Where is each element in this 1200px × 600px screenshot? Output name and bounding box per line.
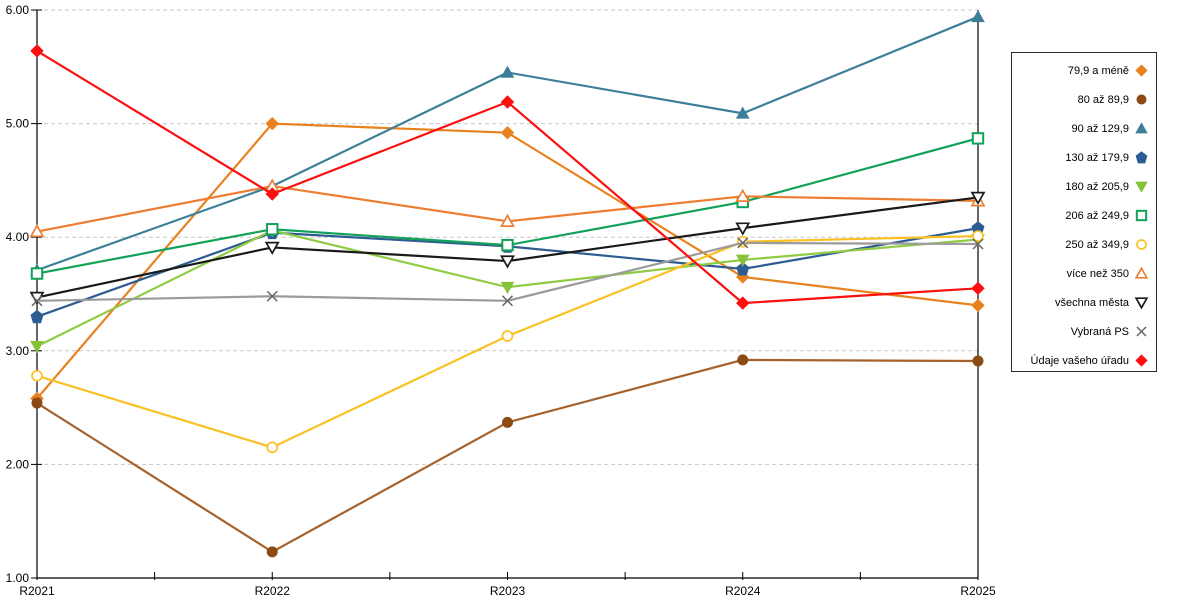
triangle-up-marker-icon [1134,266,1149,279]
legend-entry: Údaje vašeho úřadu [1012,346,1156,371]
y-tick-label: 1.00 [6,571,30,585]
series-2 [30,10,985,276]
data-point [972,238,984,250]
data-point [266,441,279,454]
legend-entry: Vybraná PS [1012,317,1156,346]
data-point [30,340,44,354]
legend-entry: 206 až 249,9 [1012,201,1156,230]
legend-entry: 250 až 349,9 [1012,230,1156,259]
y-tick-label: 5.00 [6,117,30,131]
data-point [30,309,44,324]
diamond-marker-icon [1135,64,1148,77]
x-tick-label: R2021 [19,584,55,598]
square-marker-icon [1135,209,1148,222]
x-tick-label: R2023 [490,584,526,598]
x-tick-label: R2022 [255,584,291,598]
circle-marker-icon [1136,239,1147,250]
data-point [266,223,279,236]
data-point [500,255,515,269]
diamond-marker-icon [1135,354,1148,367]
data-point [29,223,45,238]
data-point [265,116,279,131]
series-10 [30,44,985,310]
series-6 [31,230,984,454]
data-point [735,254,750,267]
data-point [31,397,43,409]
data-point [972,230,984,242]
data-point [30,267,44,280]
legend-label: 80 až 89,9 [1077,93,1129,106]
series-9 [31,237,984,307]
circle-marker-icon [1136,94,1147,105]
data-point [737,237,749,249]
series-1 [31,354,984,558]
series-7 [29,178,986,238]
pentagon-marker-icon [1135,151,1148,164]
data-point [971,10,985,23]
data-point [737,354,749,366]
legend-label: 90 až 129,9 [1071,122,1130,135]
data-point [30,44,44,58]
data-point [31,295,43,307]
data-point [735,106,750,119]
data-point [500,281,515,294]
legend-label: všechna města [1055,296,1129,309]
legend-entry: všechna města [1012,288,1156,317]
legend-entry: více než 350 [1012,259,1156,288]
x-tick-label: R2025 [960,584,996,598]
data-point [265,187,279,201]
y-tick-label: 2.00 [6,457,30,471]
triangle-down-marker-icon [1135,181,1148,193]
legend-entry: 80 až 89,9 [1012,85,1156,114]
data-point [266,290,278,302]
data-point [501,238,514,252]
y-tick-label: 4.00 [6,230,30,244]
legend-label: Vybraná PS [1070,325,1129,338]
data-point [971,298,985,313]
data-point [736,296,750,310]
legend-label: Údaje vašeho úřadu [1030,354,1129,367]
data-point [972,355,984,367]
legend-entry: 180 až 205,9 [1012,172,1156,201]
data-point [500,125,515,140]
data-point [736,235,749,248]
data-point [736,262,750,276]
triangle-up-marker-icon [1135,122,1148,134]
triangle-down-marker-icon [1134,297,1149,310]
x-tick-label: R2024 [725,584,761,598]
data-point [500,65,515,78]
data-point [500,213,515,227]
data-point [502,416,513,428]
legend-label: více než 350 [1066,267,1129,280]
data-point [735,222,751,236]
data-point [971,281,985,296]
series-line [36,358,979,554]
legend-entry: 79,9 a méně [1012,56,1156,85]
legend-label: 130 až 179,9 [1065,151,1129,164]
legend: 79,9 a méně 80 až 89,9 90 až 129,9 130 až 1… [1011,52,1157,372]
legend-label: 206 až 249,9 [1065,209,1129,222]
data-point [501,295,514,307]
data-point [971,132,985,145]
data-point [970,191,986,205]
data-point [500,95,515,109]
legend-entry: 90 až 129,9 [1012,114,1156,143]
data-point [264,241,280,255]
legend-label: 180 až 205,9 [1065,180,1129,193]
legend-label: 250 až 349,9 [1065,238,1129,251]
data-point [501,330,514,342]
series-5 [30,132,985,280]
data-point [266,546,278,558]
legend-entry: 130 až 179,9 [1012,143,1156,172]
data-point [31,369,43,382]
data-point [735,188,751,202]
x-marker-icon [1136,326,1147,337]
y-tick-label: 3.00 [6,344,30,358]
legend-label: 79,9 a méně [1067,64,1129,77]
y-tick-label: 6.00 [6,3,30,17]
